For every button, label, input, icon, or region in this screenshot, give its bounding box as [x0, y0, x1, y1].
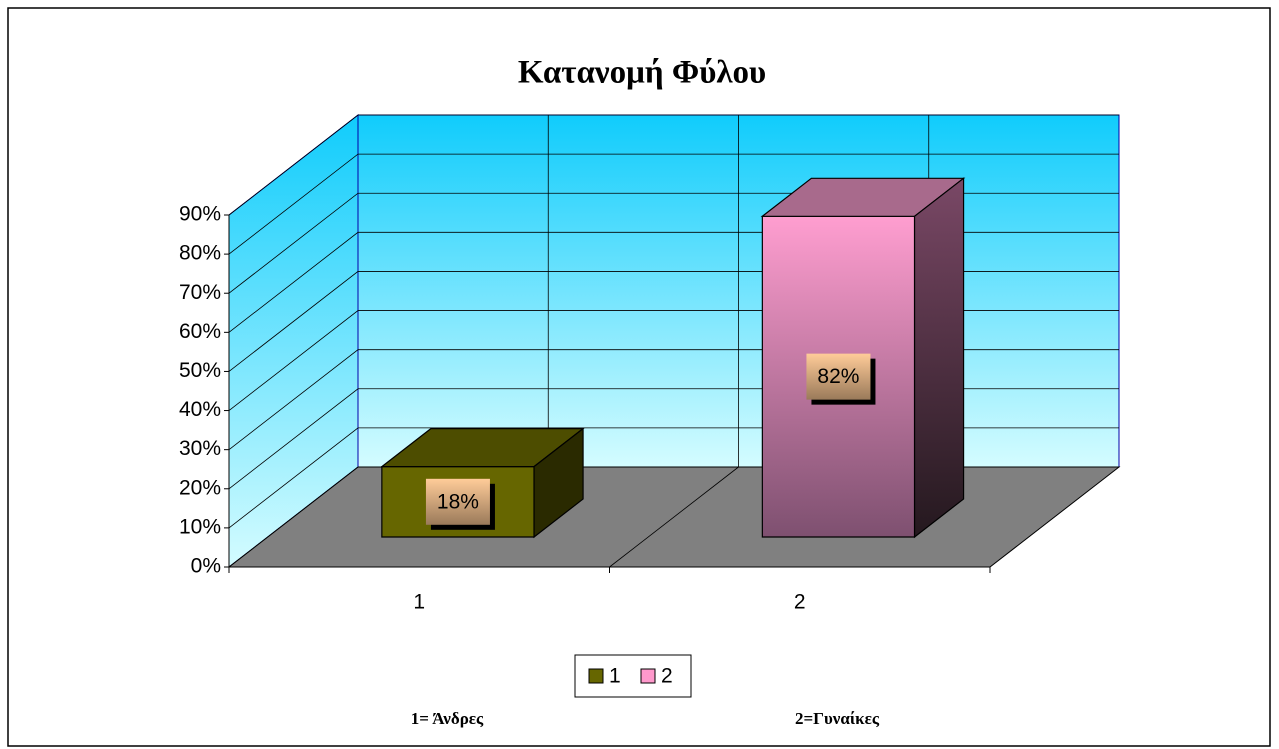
y-tick-label: 90% — [179, 203, 221, 226]
y-tick-label: 30% — [179, 437, 221, 460]
data-label-box — [806, 353, 871, 400]
data-label: 18% — [437, 490, 479, 513]
bar-side — [533, 427, 584, 539]
legend-label: 1 — [609, 665, 621, 688]
y-tick-label: 20% — [179, 476, 221, 499]
y-tick-label: 60% — [179, 320, 221, 343]
y-tick-label: 70% — [179, 281, 221, 304]
legend-swatch — [640, 668, 656, 684]
y-tick-label: 40% — [179, 398, 221, 421]
y-tick-label: 10% — [179, 515, 221, 538]
annotation: 2=Γυναίκες — [795, 709, 880, 728]
y-tick-label: 80% — [179, 242, 221, 265]
bar — [380, 427, 585, 539]
grid-line — [228, 114, 1119, 216]
legend-label: 2 — [661, 665, 673, 688]
y-tick-label: 50% — [179, 359, 221, 382]
bar-side — [913, 177, 965, 539]
grid-line — [228, 153, 1119, 255]
x-tick-label: 1 — [413, 591, 425, 614]
legend-swatch — [588, 668, 604, 684]
floor-divider — [609, 466, 739, 568]
annotation: 1= Άνδρες — [411, 709, 484, 728]
data-label: 82% — [817, 365, 859, 388]
chart-title: Κατανομή Φύλου — [518, 55, 766, 91]
y-tick-label: 0% — [191, 555, 221, 578]
x-tick-label: 2 — [794, 591, 806, 614]
data-label-box — [425, 478, 490, 525]
